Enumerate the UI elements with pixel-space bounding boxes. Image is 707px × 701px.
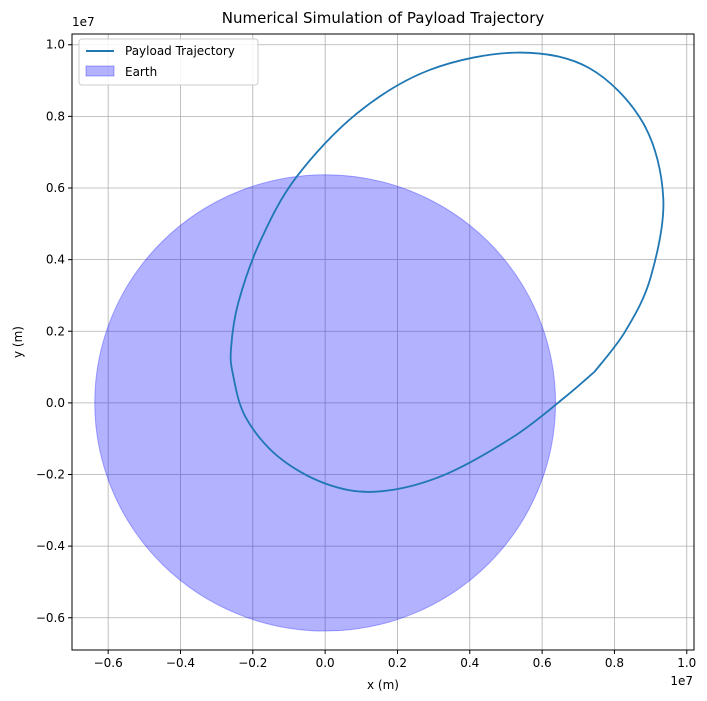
earth-circle-layer bbox=[94, 174, 557, 632]
y-tick-label: 0.8 bbox=[46, 109, 65, 123]
x-tick-label: −0.6 bbox=[94, 656, 123, 670]
y-tick-label: 0.4 bbox=[46, 253, 65, 267]
legend: Payload Trajectory Earth bbox=[78, 38, 259, 86]
y-axis-ticks: −0.6 −0.4 −0.2 0.0 0.2 0.4 0.6 0.8 1.0 bbox=[36, 38, 72, 625]
x-tick-label: 0.4 bbox=[460, 656, 479, 670]
y-axis-label: y (m) bbox=[11, 326, 25, 358]
x-axis-ticks: −0.6 −0.4 −0.2 0.0 0.2 0.4 0.6 0.8 1.0 bbox=[94, 650, 696, 670]
grid-lines bbox=[72, 34, 694, 650]
x-axis-label: x (m) bbox=[367, 678, 399, 692]
chart-title: Numerical Simulation of Payload Trajecto… bbox=[222, 9, 545, 27]
y-tick-label: 0.2 bbox=[46, 324, 65, 338]
y-tick-label: 0.0 bbox=[46, 396, 65, 410]
legend-box bbox=[78, 38, 259, 86]
x-tick-label: −0.4 bbox=[166, 656, 195, 670]
plot-frame bbox=[71, 33, 695, 651]
x-tick-label: 0.0 bbox=[316, 656, 335, 670]
x-tick-label: 0.8 bbox=[605, 656, 624, 670]
x-offset-label: 1e7 bbox=[670, 674, 693, 688]
y-tick-label: −0.6 bbox=[36, 611, 65, 625]
earth-circle bbox=[94, 174, 557, 632]
x-tick-label: −0.2 bbox=[238, 656, 267, 670]
legend-label-payload-trajectory: Payload Trajectory bbox=[125, 44, 235, 58]
y-tick-label: −0.2 bbox=[36, 468, 65, 482]
trajectory-layer bbox=[229, 51, 665, 493]
x-tick-label: 0.2 bbox=[388, 656, 407, 670]
y-tick-label: 0.6 bbox=[46, 181, 65, 195]
y-tick-label: −0.4 bbox=[36, 539, 65, 553]
trajectory-line bbox=[229, 51, 665, 493]
legend-label-earth: Earth bbox=[125, 65, 157, 79]
x-tick-label: 1.0 bbox=[677, 656, 696, 670]
legend-patch-swatch bbox=[85, 65, 115, 77]
x-tick-label: 0.6 bbox=[533, 656, 552, 670]
y-offset-label: 1e7 bbox=[72, 15, 95, 29]
y-tick-label: 1.0 bbox=[46, 38, 65, 52]
